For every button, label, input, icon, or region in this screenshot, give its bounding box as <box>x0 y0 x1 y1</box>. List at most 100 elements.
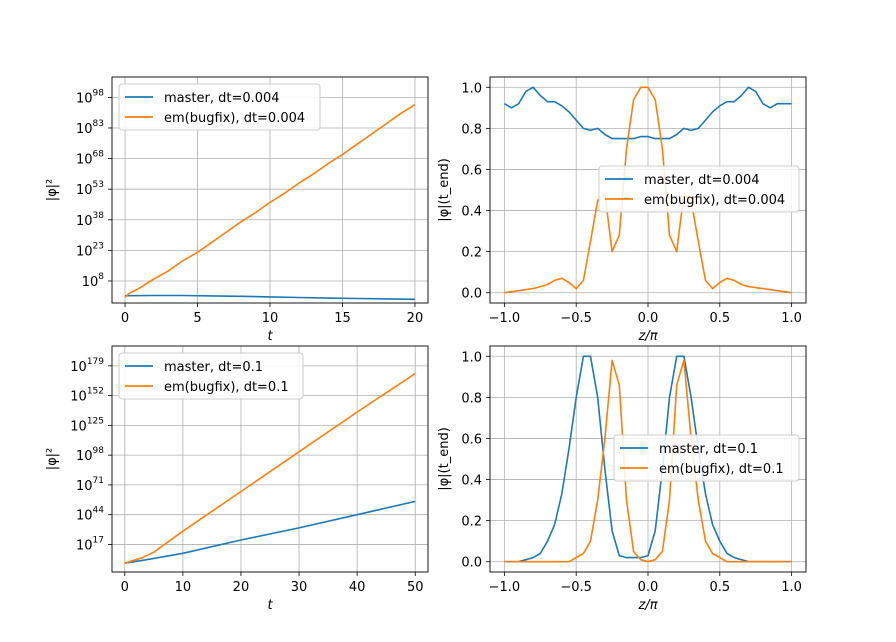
chart-3-xlabel: t <box>267 598 273 613</box>
chart-2-frame <box>489 76 807 304</box>
chart-2-legend-label-2: em(bugfix), dt=0.004 <box>644 193 785 208</box>
chart-4-ytick-label: 0.6 <box>461 432 482 447</box>
chart-1-series-2-line <box>124 103 416 298</box>
chart-4-xtick-label: −1.0 <box>489 580 521 595</box>
chart-2-xtick-label: 1.0 <box>781 311 802 326</box>
chart-3-ytick-exp: 152 <box>87 387 104 397</box>
chart-3-ytick-label: 1071 <box>76 476 104 494</box>
chart-1-xtick-label: 10 <box>262 311 279 326</box>
chart-3-ytick-exp: 125 <box>87 416 104 426</box>
chart-1-series-1-line <box>124 294 416 301</box>
chart-1-ylabel: |φ|² <box>45 179 60 202</box>
chart-3-legend-label-2: em(bugfix), dt=0.1 <box>164 380 289 395</box>
chart-3-legend: master, dt=0.1 em(bugfix), dt=0.1 <box>118 352 304 400</box>
chart-4-xlabel: z/π <box>637 598 657 613</box>
chart-1-ytick-base: 10 <box>76 214 93 229</box>
chart-1-xtick-label: 15 <box>334 311 351 326</box>
chart-3-ytick-label: 10125 <box>70 416 104 434</box>
chart-1-ytick-label: 1083 <box>76 119 104 137</box>
chart-3-ytick-exp: 17 <box>93 535 104 545</box>
chart-1: 0 5 10 15 20108102310381053106810831098t|φ|²… <box>45 76 429 344</box>
chart-3-ytick-exp: 44 <box>93 506 105 516</box>
chart-2-ytick-label: 0.8 <box>461 122 482 137</box>
chart-2-xtick-label: 0.5 <box>709 311 730 326</box>
chart-1-ytick-label: 1053 <box>76 180 104 198</box>
chart-3-ytick-exp: 98 <box>93 446 105 456</box>
chart-4-ytick-label: 0.4 <box>461 474 482 489</box>
chart-3-ytick-base: 10 <box>76 449 93 464</box>
chart-1-ytick-exp: 98 <box>93 88 105 98</box>
chart-4-ytick-label: 0.2 <box>461 515 482 530</box>
chart-3-xtick-label: 40 <box>349 580 366 595</box>
chart-1-ytick-label: 1098 <box>76 88 104 106</box>
chart-3-ytick-base: 10 <box>76 509 93 524</box>
chart-4-legend-box <box>613 434 800 482</box>
chart-1-legend-label-1: master, dt=0.004 <box>164 91 280 106</box>
chart-4-ytick-label: 1.0 <box>461 350 482 365</box>
chart-1-ytick-label: 1023 <box>76 241 104 259</box>
chart-1-ytick-base: 10 <box>76 244 93 259</box>
chart-1-xtick-label: 0 <box>121 311 129 326</box>
chart-3-ytick-base: 10 <box>76 479 93 494</box>
chart-1-legend-box <box>118 83 321 131</box>
chart-4-series-2-line <box>504 359 792 563</box>
chart-3: 0 10 20 30 40 5010171044107110981012510152101… <box>45 345 429 613</box>
chart-1-xlabel: t <box>267 329 273 344</box>
chart-1-legend: master, dt=0.004 em(bugfix), dt=0.004 <box>118 83 321 131</box>
chart-3-ytick-exp: 71 <box>93 476 104 486</box>
chart-4-frame <box>489 345 807 573</box>
chart-1-ytick-exp: 38 <box>93 211 105 221</box>
chart-3-legend-box <box>118 352 304 400</box>
chart-1-legend-label-2: em(bugfix), dt=0.004 <box>164 111 305 126</box>
chart-1-ytick-exp: 53 <box>93 180 104 190</box>
chart-2-ytick-label: 0.0 <box>461 287 482 302</box>
chart-3-ytick-exp: 179 <box>87 357 104 367</box>
chart-4-legend-label-1: master, dt=0.1 <box>659 442 758 457</box>
chart-4-ylabel: |φ|(t_end) <box>437 427 452 491</box>
chart-1-ytick-base: 10 <box>76 183 93 198</box>
chart-3-ytick-base: 10 <box>76 538 93 553</box>
chart-4-xtick-label: −0.5 <box>560 580 592 595</box>
chart-2: −1.0 −0.5 0.0 0.5 1.0 0.0 0.2 0.4 0.6 0.8 1.0 z/π |φ… <box>437 76 807 344</box>
chart-3-series-2-line <box>124 372 416 564</box>
chart-2-ylabel: |φ|(t_end) <box>437 158 452 222</box>
chart-1-xtick-label: 5 <box>193 311 201 326</box>
chart-1-ytick-label: 1068 <box>76 150 104 168</box>
chart-3-series-1-line <box>124 500 416 564</box>
chart-2-legend-label-1: master, dt=0.004 <box>644 173 760 188</box>
chart-3-ytick-base: 10 <box>70 419 87 434</box>
chart-4: −1.0 −0.5 0.0 0.5 1.0 0.0 0.2 0.4 0.6 0.8 1.0 z/π |φ… <box>437 345 807 613</box>
chart-2-legend-box <box>598 165 800 213</box>
chart-2-xtick-label: 0.0 <box>638 311 659 326</box>
chart-3-xtick-label: 30 <box>291 580 308 595</box>
chart-2-series-2-line <box>504 86 792 294</box>
chart-2-ytick-label: 0.6 <box>461 163 482 178</box>
chart-3-ylabel: |φ|² <box>45 448 60 471</box>
chart-1-ytick-base: 10 <box>76 122 93 137</box>
chart-2-xtick-label: −0.5 <box>560 311 592 326</box>
chart-1-ytick-base: 10 <box>76 153 93 168</box>
chart-3-legend-label-1: master, dt=0.1 <box>164 360 263 375</box>
chart-4-legend-label-2: em(bugfix), dt=0.1 <box>659 462 784 477</box>
chart-2-ytick-label: 0.2 <box>461 246 482 261</box>
chart-3-ytick-base: 10 <box>70 360 87 375</box>
chart-4-xtick-label: 0.0 <box>638 580 659 595</box>
chart-3-ytick-base: 10 <box>70 390 87 405</box>
chart-3-frame <box>111 345 429 573</box>
chart-2-legend: master, dt=0.004 em(bugfix), dt=0.004 <box>598 165 800 213</box>
chart-3-xtick-label: 0 <box>121 580 129 595</box>
chart-4-xtick-label: 1.0 <box>781 580 802 595</box>
chart-2-xtick-label: −1.0 <box>489 311 521 326</box>
chart-3-ytick-label: 1017 <box>76 535 104 553</box>
chart-1-ytick-label: 108 <box>82 272 105 290</box>
chart-4-ytick-label: 0.8 <box>461 391 482 406</box>
chart-2-ytick-label: 1.0 <box>461 81 482 96</box>
chart-1-ytick-exp: 23 <box>93 241 104 251</box>
chart-1-frame <box>111 76 429 304</box>
chart-4-ytick-label: 0.0 <box>461 556 482 571</box>
chart-4-xtick-label: 0.5 <box>709 580 730 595</box>
chart-3-xtick-label: 20 <box>233 580 250 595</box>
chart-2-ytick-label: 0.4 <box>461 205 482 220</box>
chart-1-ytick-exp: 83 <box>93 119 104 129</box>
